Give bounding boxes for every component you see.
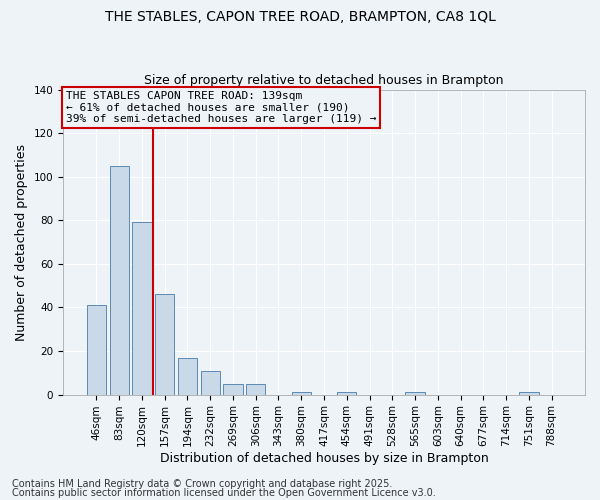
Bar	[87, 306, 106, 394]
Text: THE STABLES, CAPON TREE ROAD, BRAMPTON, CA8 1QL: THE STABLES, CAPON TREE ROAD, BRAMPTON, …	[104, 10, 496, 24]
Bar	[292, 392, 311, 394]
Bar	[200, 370, 220, 394]
Y-axis label: Number of detached properties: Number of detached properties	[15, 144, 28, 340]
Title: Size of property relative to detached houses in Brampton: Size of property relative to detached ho…	[144, 74, 504, 87]
Bar	[337, 392, 356, 394]
Bar	[132, 222, 152, 394]
Bar	[178, 358, 197, 395]
X-axis label: Distribution of detached houses by size in Brampton: Distribution of detached houses by size …	[160, 452, 488, 465]
Text: Contains HM Land Registry data © Crown copyright and database right 2025.: Contains HM Land Registry data © Crown c…	[12, 479, 392, 489]
Bar	[519, 392, 539, 394]
Bar	[223, 384, 242, 394]
Bar	[155, 294, 175, 394]
Text: Contains public sector information licensed under the Open Government Licence v3: Contains public sector information licen…	[12, 488, 436, 498]
Text: THE STABLES CAPON TREE ROAD: 139sqm
← 61% of detached houses are smaller (190)
3: THE STABLES CAPON TREE ROAD: 139sqm ← 61…	[65, 91, 376, 124]
Bar	[110, 166, 129, 394]
Bar	[406, 392, 425, 394]
Bar	[246, 384, 265, 394]
